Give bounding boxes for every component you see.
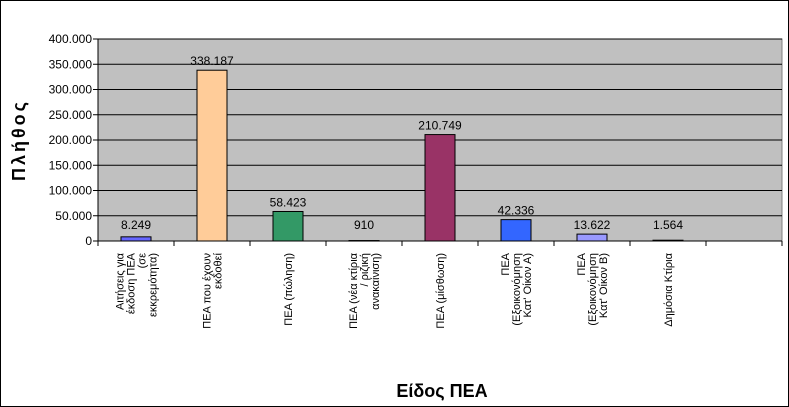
data-label: 58.423 [270, 195, 307, 209]
category-label-line: έκδοση ΠΕΑ [126, 252, 138, 314]
category-label-line: Δημόσια Κτίρια [663, 252, 675, 326]
data-label: 910 [354, 218, 374, 232]
category-label-line: Κατ' Οίκον Β) [598, 253, 610, 318]
y-tick-label: 350.000 [49, 57, 93, 71]
y-tick-label: 0 [85, 234, 92, 248]
y-tick-labels: 0 50.000 100.000 150.000 200.000 250.000 300.0… [49, 32, 93, 248]
y-tick-label: 50.000 [55, 209, 92, 223]
category-label-line: ανακαίνιση) [370, 253, 382, 310]
bar [576, 233, 608, 242]
bar [120, 236, 152, 242]
data-label: 42.336 [498, 204, 535, 218]
data-label: 8.249 [121, 218, 151, 232]
y-tick-label: 300.000 [49, 83, 93, 97]
category-label: ΠΕΑ που έχουνεκδοθεί [202, 252, 225, 328]
y-tick-label: 400.000 [49, 32, 93, 46]
bar [424, 134, 456, 242]
bar [196, 69, 228, 242]
category-label-line: (σε [137, 253, 149, 268]
axes [93, 38, 783, 246]
category-label-line: ΠΕΑ που έχουν [202, 253, 214, 329]
category-label-line: ΠΕΑ [500, 252, 512, 275]
category-label-line: Κατ' Οίκον Α) [522, 253, 534, 318]
y-tick-label: 200.000 [49, 133, 93, 147]
data-label: 338.187 [190, 54, 234, 68]
y-tick-label: 100.000 [49, 184, 93, 198]
category-label: ΠΕΑ (πώληση) [283, 253, 295, 326]
category-label: ΠΕΑ (μίσθωση) [435, 253, 447, 329]
category-label-line: ΠΕΑ (πώληση) [283, 253, 295, 326]
data-label: 13.622 [574, 218, 611, 232]
category-label-line: / ριζική [359, 253, 371, 287]
data-label: 1.564 [653, 218, 683, 232]
data-labels: 8.249 338.187 58.423 910 210.749 42.336 13.622… [121, 54, 683, 232]
bar [272, 210, 304, 242]
category-label-line: Αιτήσεις για [115, 252, 127, 310]
y-tick-label: 150.000 [49, 158, 93, 172]
category-labels: Αιτήσεις γιαέκδοση ΠΕΑ(σεεκκρεμότητα) ΠΕΑ… [115, 252, 676, 329]
category-label-line: (Εξοικονόμηση [511, 253, 523, 326]
category-label: Δημόσια Κτίρια [663, 252, 675, 326]
y-axis-title: Πλήθος [9, 99, 29, 181]
x-axis-title: Είδος ΠΕΑ [396, 381, 487, 401]
y-tick-label: 250.000 [49, 108, 93, 122]
category-label: ΠΕΑ(ΕξοικονόμησηΚατ' Οίκον Β) [576, 252, 610, 325]
category-label-line: εκδοθεί [213, 252, 225, 289]
category-label-line: ΠΕΑ [576, 252, 588, 275]
category-label: Αιτήσεις γιαέκδοση ΠΕΑ(σεεκκρεμότητα) [115, 252, 160, 317]
category-label: ΠΕΑ (νέα κτίρια/ ριζικήανακαίνιση) [348, 252, 382, 329]
category-label-line: (Εξοικονόμηση [587, 253, 599, 326]
category-label-line: ΠΕΑ (νέα κτίρια [348, 252, 360, 329]
data-label: 210.749 [418, 119, 462, 133]
bar [500, 219, 532, 242]
category-label-line: εκκρεμότητα) [148, 253, 160, 317]
category-label-line: ΠΕΑ (μίσθωση) [435, 253, 447, 329]
category-label: ΠΕΑ(ΕξοικονόμησηΚατ' Οίκον Α) [500, 252, 534, 325]
